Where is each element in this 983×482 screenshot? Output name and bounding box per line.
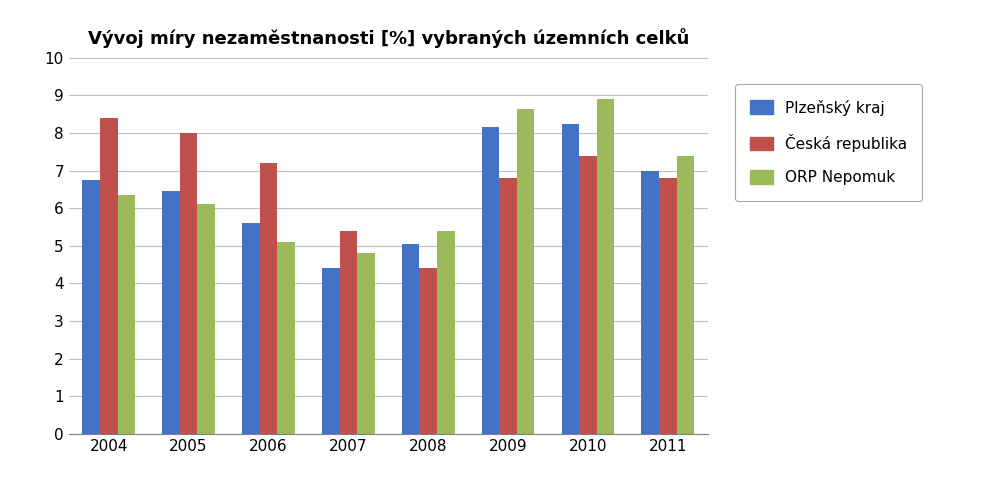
Title: Vývoj míry nezaměstnanosti [%] vybraných územních celků: Vývoj míry nezaměstnanosti [%] vybraných… xyxy=(87,28,689,48)
Bar xyxy=(242,223,260,434)
Bar xyxy=(100,118,118,434)
Bar xyxy=(198,204,215,434)
Bar xyxy=(277,242,295,434)
Legend: Plzeňský kraj, Česká republika, ORP Nepomuk: Plzeňský kraj, Česká republika, ORP Nepo… xyxy=(734,84,922,201)
Bar xyxy=(676,156,694,434)
Bar xyxy=(322,268,339,434)
Bar xyxy=(437,231,454,434)
Bar xyxy=(357,254,375,434)
Bar xyxy=(561,123,579,434)
Bar xyxy=(180,133,198,434)
Bar xyxy=(579,156,597,434)
Bar xyxy=(83,180,100,434)
Bar xyxy=(597,99,614,434)
Bar xyxy=(260,163,277,434)
Bar xyxy=(642,171,659,434)
Bar xyxy=(339,231,357,434)
Bar xyxy=(402,244,420,434)
Bar xyxy=(482,127,499,434)
Bar xyxy=(162,191,180,434)
Bar xyxy=(517,108,535,434)
Bar xyxy=(118,195,135,434)
Bar xyxy=(499,178,517,434)
Bar xyxy=(659,178,676,434)
Bar xyxy=(420,268,437,434)
